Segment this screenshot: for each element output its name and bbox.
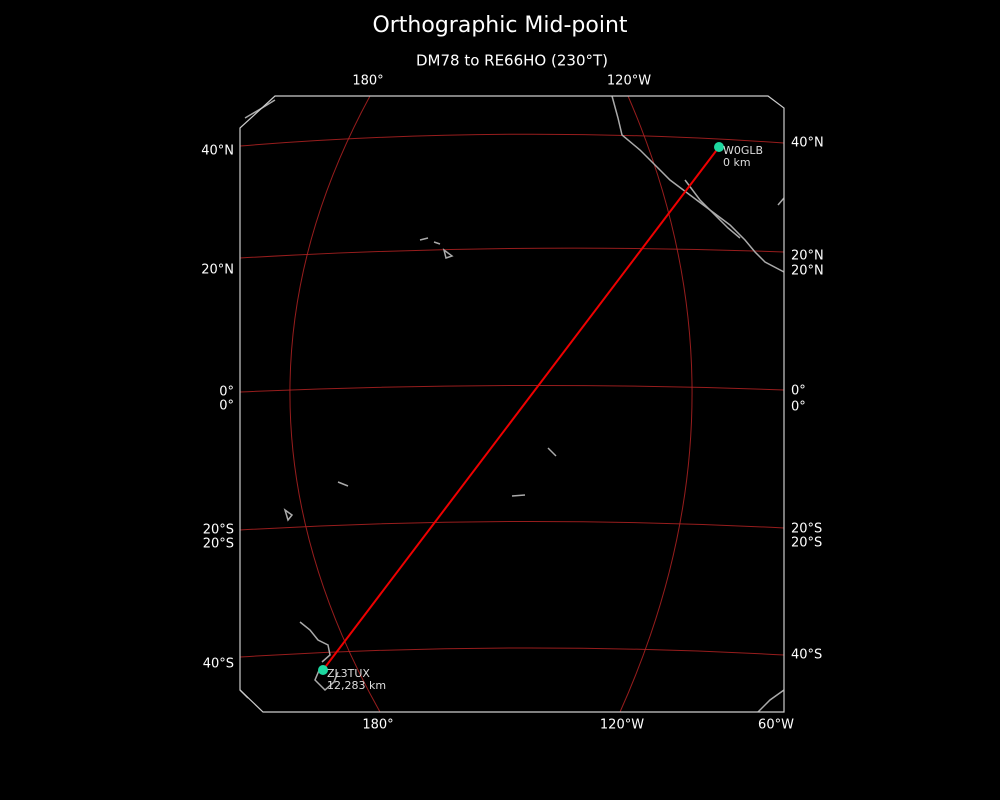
station-name: ZL3TUX <box>327 667 370 680</box>
lat-label: 20°S <box>791 522 822 537</box>
top-labels: 180° 120°W <box>352 74 651 89</box>
lon-label: 180° <box>352 74 383 89</box>
lat-label: 0° <box>219 385 234 400</box>
lon-label: 180° <box>362 718 393 733</box>
lat-label: 40°N <box>791 136 824 151</box>
station-distance: 0 km <box>723 156 751 169</box>
right-labels: 40°N 20°N 20°N 0° 0° 20°S 20°S 40°S <box>791 136 824 663</box>
lat-label: 20°S <box>203 523 234 538</box>
station-distance: 12,283 km <box>327 679 386 692</box>
coastlines <box>239 95 785 713</box>
lon-label: 120°W <box>607 74 651 89</box>
station-marker <box>714 142 724 152</box>
lat-label: 20°N <box>791 264 824 279</box>
station-name: W0GLB <box>723 144 763 157</box>
lat-label: 20°S <box>203 537 234 552</box>
graticule <box>239 95 785 713</box>
lat-label: 0° <box>791 384 806 399</box>
lat-label: 20°S <box>791 536 822 551</box>
title: Orthographic Mid-point <box>372 13 627 38</box>
lon-label: 60°W <box>758 718 794 733</box>
lat-label: 40°N <box>201 144 234 159</box>
lat-label: 40°S <box>203 657 234 672</box>
subtitle: DM78 to RE66HO (230°T) <box>416 52 608 70</box>
lat-label: 0° <box>791 400 806 415</box>
lat-label: 0° <box>219 399 234 414</box>
lat-label: 20°N <box>201 263 234 278</box>
lon-label: 120°W <box>600 718 644 733</box>
left-labels: 40°N 20°N 0° 0° 20°S 20°S 40°S <box>201 144 234 672</box>
lat-label: 20°N <box>791 249 824 264</box>
station-marker <box>318 665 328 675</box>
map-frame <box>239 95 785 713</box>
great-circle-path <box>322 146 720 671</box>
bottom-labels: 180° 120°W 60°W <box>362 718 794 733</box>
lat-label: 40°S <box>791 648 822 663</box>
